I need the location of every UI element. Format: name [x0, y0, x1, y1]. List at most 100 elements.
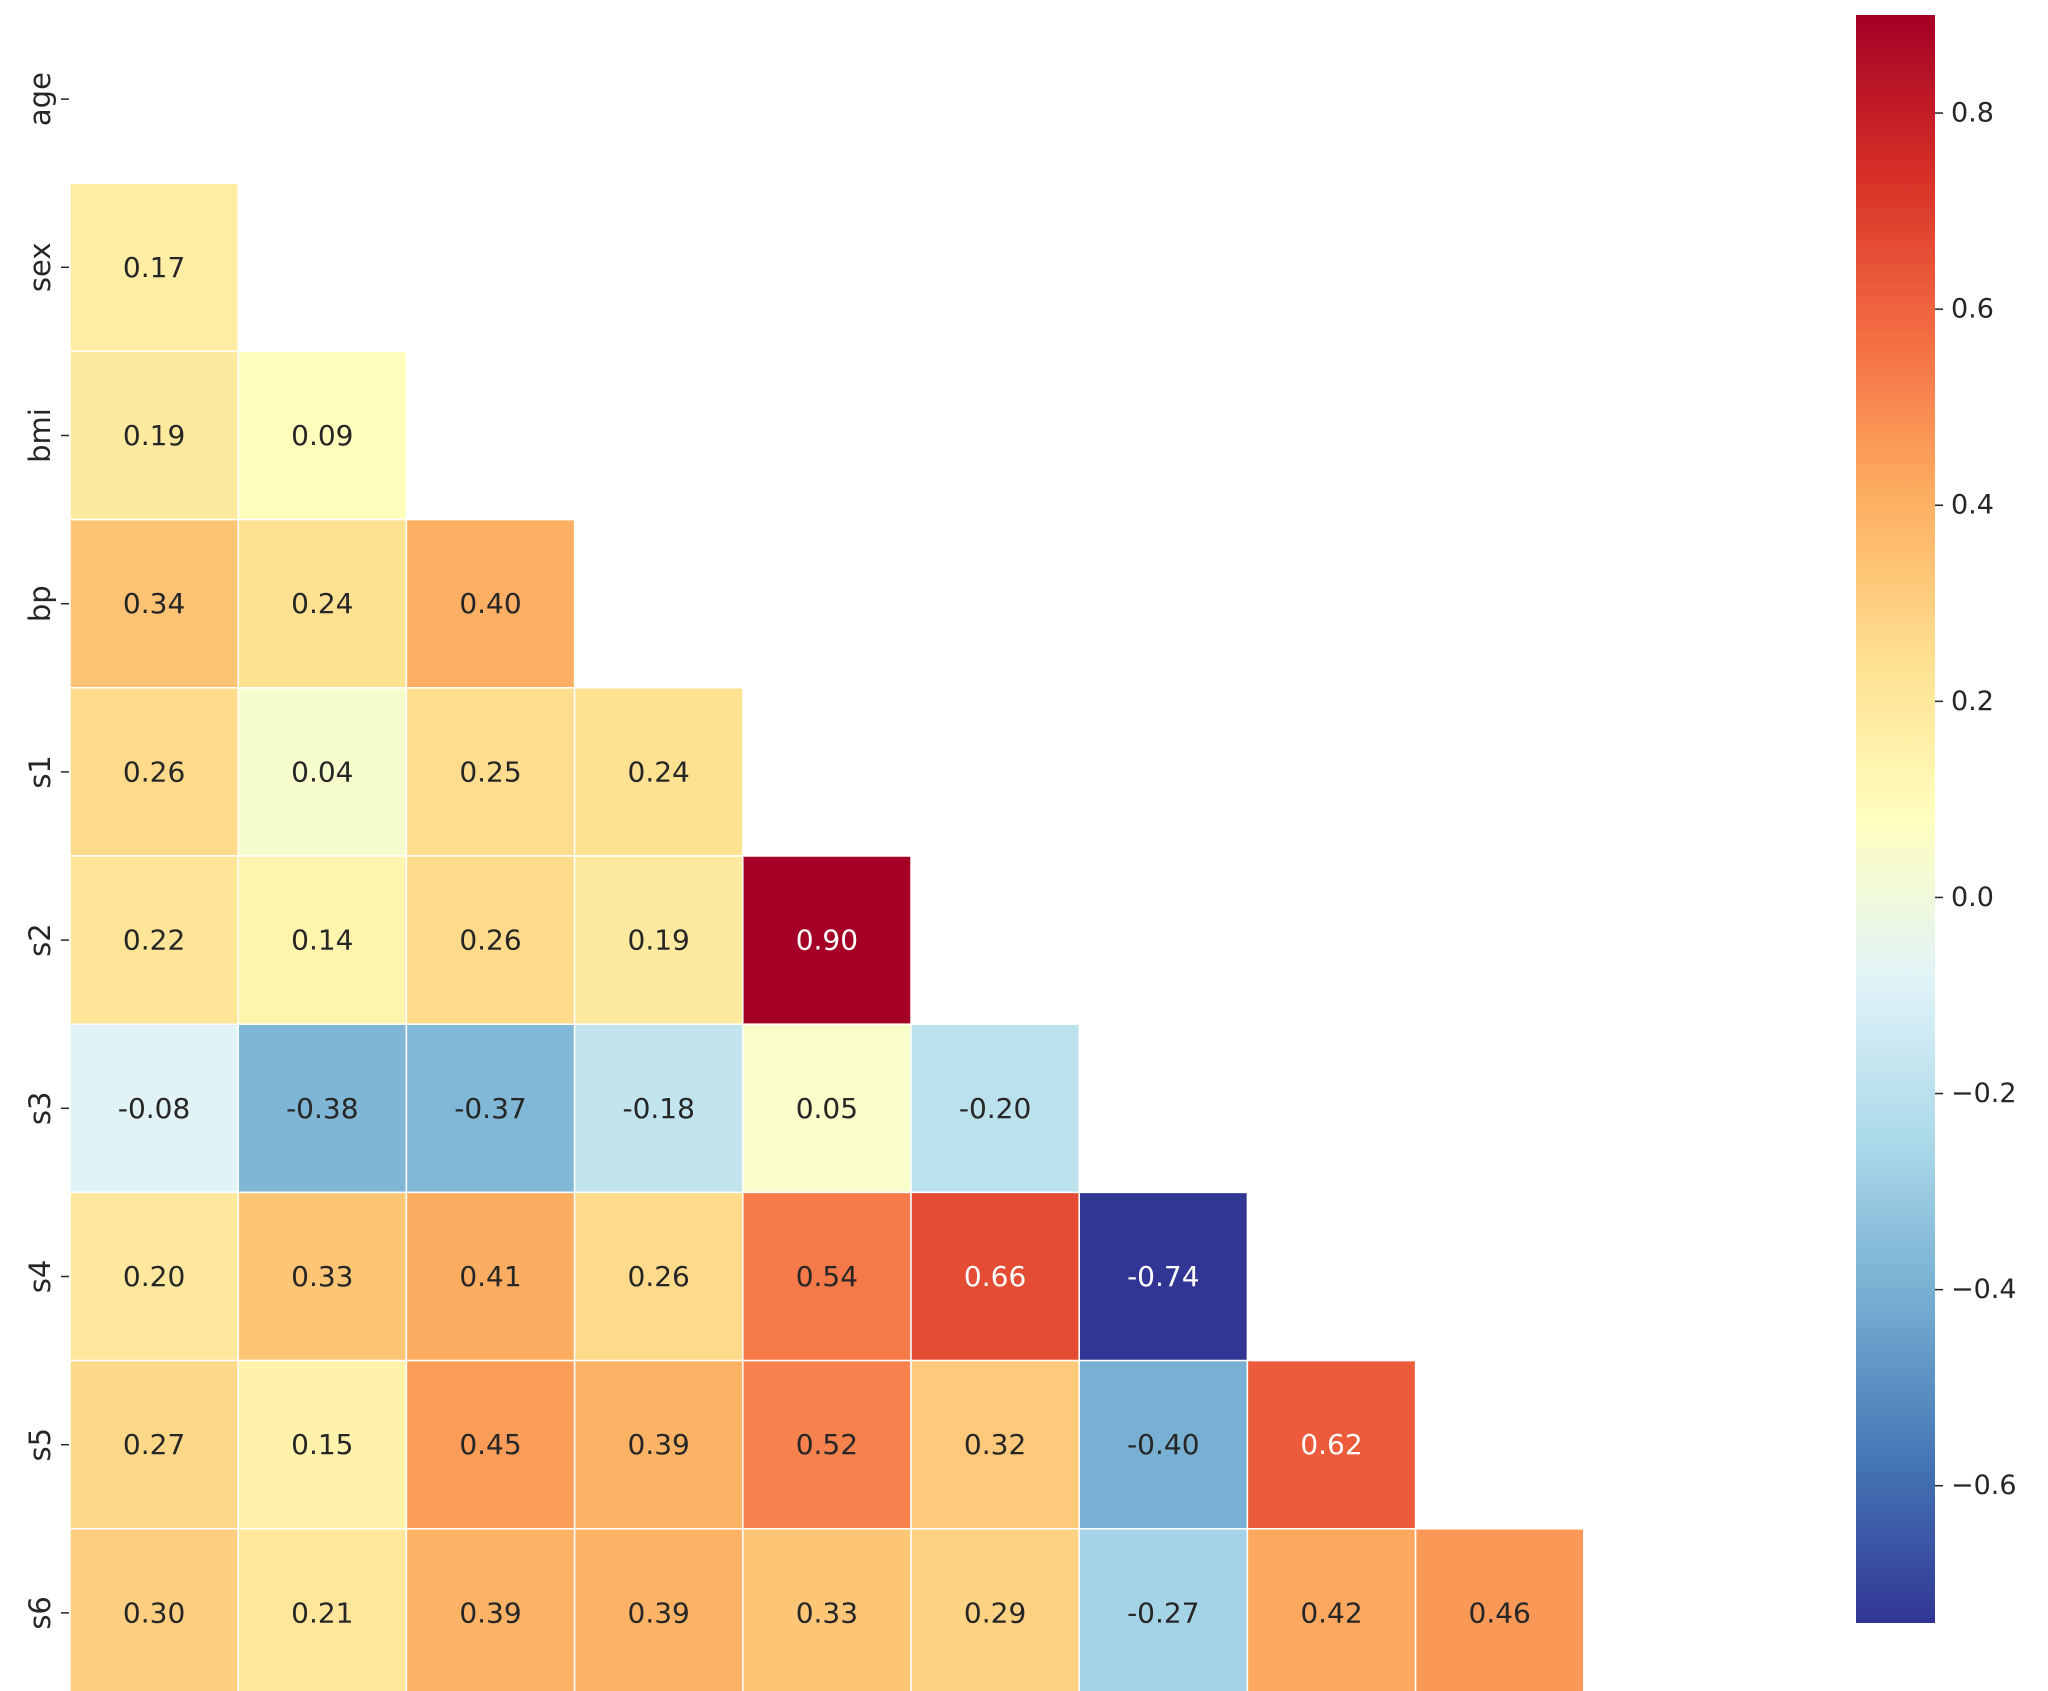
cell-value-label: 0.19	[628, 924, 690, 957]
heatmap-cell-s5-age	[69, 1359, 239, 1530]
heatmap-cell-s4-sex	[237, 1191, 408, 1362]
heatmap-cell-s4-s2	[910, 1191, 1080, 1362]
cell-value-label: 0.26	[123, 755, 185, 788]
cell-value-label: 0.17	[123, 251, 185, 284]
cell-value-label: 0.52	[796, 1428, 858, 1461]
y-tick-label-s1: s1	[23, 755, 57, 789]
colorbar-tick-label: 0.2	[1951, 686, 1994, 717]
heatmap-cells	[69, 182, 1585, 1691]
y-tick-label-bmi: bmi	[23, 408, 57, 463]
heatmap-cell-sex-age	[69, 182, 239, 353]
y-tick-label-bp: bp	[23, 585, 57, 622]
heatmap-cell-s3-age	[69, 1023, 239, 1194]
cell-value-label: -0.74	[1127, 1260, 1199, 1293]
heatmap-cell-s4-age	[69, 1191, 239, 1362]
cell-value-label: 0.39	[628, 1596, 690, 1629]
cell-value-label: 0.42	[1300, 1596, 1362, 1629]
heatmap-value-labels: 0.17 0.19 0.09 0.34 0.24 0.40 0.26 0.04 0.25 0.24…	[118, 251, 1531, 1630]
heatmap-cell-s6-s3	[1078, 1528, 1249, 1691]
y-tick-label-s5: s5	[23, 1428, 57, 1462]
heatmap-cell-s6-s5	[1414, 1528, 1585, 1691]
cell-value-label: 0.24	[628, 755, 690, 788]
cell-value-label: -0.08	[118, 1092, 190, 1125]
cell-value-label: 0.62	[1300, 1428, 1362, 1461]
cell-value-label: 0.09	[291, 419, 353, 452]
heatmap-cell-s1-bp	[573, 687, 744, 857]
colorbar-tick-label: −0.4	[1951, 1274, 2017, 1305]
heatmap-cell-s6-age	[69, 1528, 239, 1691]
cell-value-label: 0.90	[796, 924, 858, 957]
cell-value-label: 0.66	[964, 1260, 1026, 1293]
heatmap-cell-s2-bmi	[405, 855, 576, 1025]
colorbar-tick-label: 0.4	[1951, 490, 1994, 521]
cell-value-label: 0.26	[459, 924, 521, 957]
cell-value-label: 0.46	[1469, 1596, 1531, 1629]
cell-value-label: 0.40	[459, 587, 521, 620]
cell-value-label: 0.05	[796, 1092, 858, 1125]
cell-value-label: 0.19	[123, 419, 185, 452]
heatmap-cell-bp-sex	[237, 518, 408, 689]
y-tick-label-s2: s2	[23, 923, 57, 957]
colorbar-tick-label: −0.2	[1951, 1078, 2017, 1109]
cell-value-label: 0.39	[459, 1596, 521, 1629]
colorbar-tick-label: 0.0	[1951, 882, 1994, 913]
cell-value-label: 0.24	[291, 587, 353, 620]
cell-value-label: 0.54	[796, 1260, 858, 1293]
cell-value-label: 0.39	[628, 1428, 690, 1461]
heatmap-cell-bp-age	[69, 518, 239, 689]
colorbar: 0.8 0.6 0.4 0.2 0.0 −0.2 −0.4 −0.6	[1856, 15, 2017, 1623]
heatmap-cell-bmi-sex	[237, 350, 408, 521]
colorbar-tick-label: 0.6	[1951, 294, 1994, 325]
heatmap-cell-s6-s2	[910, 1528, 1080, 1691]
heatmap-cell-s2-s1	[742, 855, 912, 1025]
cell-value-label: 0.27	[123, 1428, 185, 1461]
y-tick-label-sex: sex	[23, 242, 57, 292]
cell-value-label: 0.20	[123, 1260, 185, 1293]
heatmap-cell-s2-bp	[573, 855, 744, 1025]
cell-value-label: 0.34	[123, 587, 185, 620]
heatmap-cell-s6-bmi	[405, 1528, 576, 1691]
colorbar-tick-label: 0.8	[1951, 98, 1994, 129]
heatmap-cell-bp-bmi	[405, 518, 576, 689]
colorbar-tick-label: −0.6	[1951, 1470, 2017, 1501]
cell-value-label: -0.20	[959, 1092, 1031, 1125]
cell-value-label: 0.32	[964, 1428, 1026, 1461]
heatmap-cell-s3-sex	[237, 1023, 408, 1194]
cell-value-label: 0.33	[291, 1260, 353, 1293]
cell-value-label: -0.27	[1127, 1596, 1199, 1629]
heatmap-cell-s3-s1	[742, 1023, 912, 1194]
cell-value-label: 0.45	[459, 1428, 521, 1461]
cell-value-label: 0.04	[291, 755, 353, 788]
heatmap-cell-s3-bp	[573, 1023, 744, 1194]
heatmap-cell-s4-bp	[573, 1191, 744, 1362]
y-tick-label-s4: s4	[23, 1260, 57, 1294]
cell-value-label: -0.37	[454, 1092, 526, 1125]
cell-value-label: 0.41	[459, 1260, 521, 1293]
heatmap-cell-s5-s4	[1246, 1359, 1417, 1530]
cell-value-label: 0.21	[291, 1596, 353, 1629]
colorbar-gradient	[1856, 15, 1935, 1623]
cell-value-label: -0.18	[622, 1092, 694, 1125]
y-axis: age sex bmi bp s1 s2 s3 s4 s5 s6	[23, 72, 69, 1630]
cell-value-label: 0.26	[628, 1260, 690, 1293]
cell-value-label: 0.15	[291, 1428, 353, 1461]
heatmap-cell-s1-sex	[237, 687, 408, 857]
cell-value-label: 0.29	[964, 1596, 1026, 1629]
cell-value-label: 0.33	[796, 1596, 858, 1629]
heatmap-cell-s4-s3	[1078, 1191, 1249, 1362]
heatmap-cell-s6-sex	[237, 1528, 408, 1691]
heatmap-cell-bmi-age	[69, 350, 239, 521]
heatmap-cell-s5-s3	[1078, 1359, 1249, 1530]
cell-value-label: -0.40	[1127, 1428, 1199, 1461]
cell-value-label: 0.22	[123, 924, 185, 957]
cell-value-label: 0.14	[291, 924, 353, 957]
cell-value-label: 0.25	[459, 755, 521, 788]
heatmap-cell-s5-bmi	[405, 1359, 576, 1530]
y-tick-label-age: age	[23, 72, 57, 126]
heatmap-cell-s6-bp	[573, 1528, 744, 1691]
heatmap-cell-s2-sex	[237, 855, 408, 1025]
y-tick-label-s6: s6	[23, 1596, 57, 1630]
cell-value-label: -0.38	[286, 1092, 358, 1125]
heatmap-cell-s3-bmi	[405, 1023, 576, 1194]
